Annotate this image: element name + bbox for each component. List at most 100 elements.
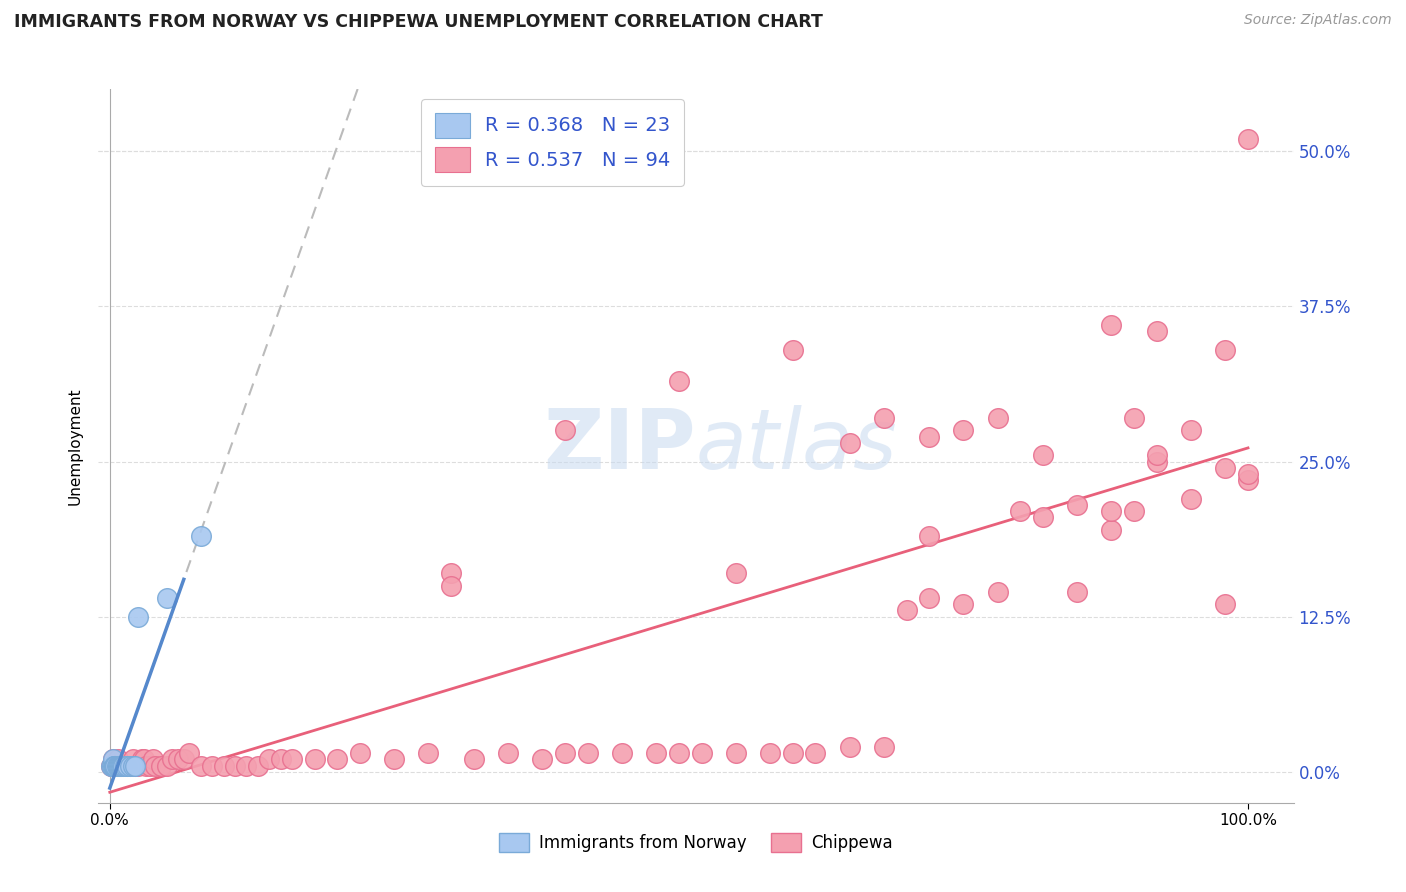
Point <box>103 752 125 766</box>
Point <box>156 758 179 772</box>
Point <box>668 746 690 760</box>
Point <box>127 609 149 624</box>
Point <box>112 758 135 772</box>
Point <box>987 411 1010 425</box>
Point <box>554 746 576 760</box>
Point <box>257 752 280 766</box>
Point <box>135 758 157 772</box>
Point <box>1032 448 1054 462</box>
Point <box>382 752 405 766</box>
Point <box>108 758 131 772</box>
Point <box>1146 324 1168 338</box>
Point <box>104 758 127 772</box>
Text: Source: ZipAtlas.com: Source: ZipAtlas.com <box>1244 13 1392 28</box>
Point <box>107 758 129 772</box>
Point <box>952 597 974 611</box>
Point <box>105 758 128 772</box>
Point <box>896 603 918 617</box>
Point <box>115 758 138 772</box>
Point <box>124 758 146 772</box>
Point <box>179 746 201 760</box>
Point <box>150 758 173 772</box>
Point <box>1213 343 1236 357</box>
Point <box>1180 424 1202 438</box>
Point <box>804 746 827 760</box>
Point <box>138 758 160 772</box>
Point <box>1213 597 1236 611</box>
Point <box>121 758 143 772</box>
Point <box>349 746 371 760</box>
Point <box>463 752 485 766</box>
Point <box>156 591 179 605</box>
Point <box>724 566 747 581</box>
Point <box>167 752 190 766</box>
Point <box>1237 467 1260 481</box>
Point <box>496 746 519 760</box>
Point <box>108 758 131 772</box>
Point <box>142 752 165 766</box>
Point <box>326 752 349 766</box>
Point <box>1099 318 1122 332</box>
Point <box>124 758 146 772</box>
Point <box>101 758 124 772</box>
Point <box>162 752 184 766</box>
Point <box>103 758 125 772</box>
Point <box>782 343 804 357</box>
Point <box>1066 498 1088 512</box>
Point <box>281 752 304 766</box>
Point <box>418 746 440 760</box>
Point <box>918 591 941 605</box>
Point <box>103 758 125 772</box>
Point <box>270 752 292 766</box>
Point <box>440 579 463 593</box>
Point <box>131 752 153 766</box>
Point <box>610 746 633 760</box>
Point <box>120 758 142 772</box>
Point <box>1099 523 1122 537</box>
Y-axis label: Unemployment: Unemployment <box>67 387 83 505</box>
Point <box>224 758 246 772</box>
Point <box>838 436 860 450</box>
Point <box>105 758 128 772</box>
Text: ZIP: ZIP <box>544 406 696 486</box>
Point <box>576 746 599 760</box>
Point <box>918 430 941 444</box>
Point <box>918 529 941 543</box>
Point <box>440 566 463 581</box>
Point <box>1032 510 1054 524</box>
Text: IMMIGRANTS FROM NORWAY VS CHIPPEWA UNEMPLOYMENT CORRELATION CHART: IMMIGRANTS FROM NORWAY VS CHIPPEWA UNEMP… <box>14 13 823 31</box>
Point <box>724 746 747 760</box>
Point <box>104 758 127 772</box>
Point <box>1213 460 1236 475</box>
Point <box>115 758 138 772</box>
Point <box>246 758 269 772</box>
Point <box>554 424 576 438</box>
Point <box>110 758 132 772</box>
Point <box>952 424 974 438</box>
Point <box>1180 491 1202 506</box>
Point <box>759 746 782 760</box>
Point <box>127 758 149 772</box>
Point <box>190 529 212 543</box>
Point <box>114 758 136 772</box>
Point <box>838 739 860 754</box>
Point <box>873 739 896 754</box>
Point <box>100 758 122 772</box>
Point <box>190 758 212 772</box>
Point <box>120 758 142 772</box>
Point <box>212 758 235 772</box>
Point <box>100 758 122 772</box>
Point <box>1237 132 1260 146</box>
Point <box>235 758 257 772</box>
Point <box>132 752 155 766</box>
Point <box>690 746 713 760</box>
Point <box>1099 504 1122 518</box>
Point <box>782 746 804 760</box>
Point <box>107 752 129 766</box>
Point <box>201 758 224 772</box>
Point <box>103 758 125 772</box>
Point <box>110 758 132 772</box>
Point <box>111 758 134 772</box>
Point <box>103 752 125 766</box>
Point <box>1237 473 1260 487</box>
